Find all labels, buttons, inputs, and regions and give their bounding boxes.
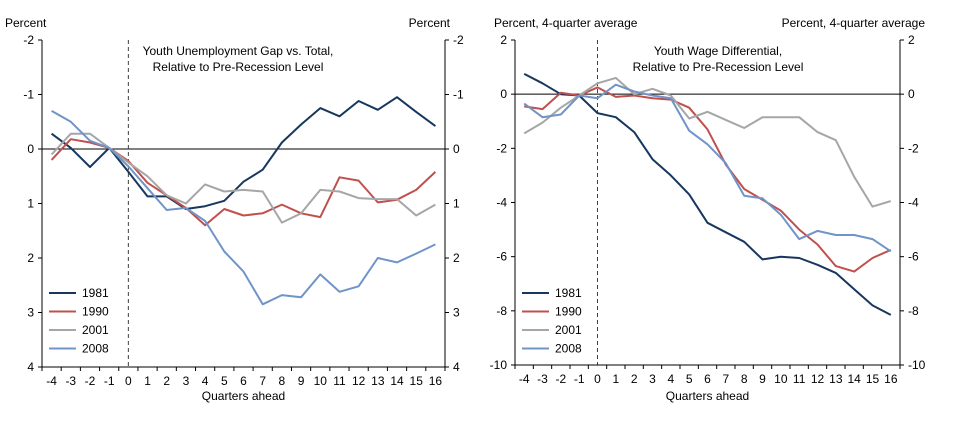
- series-line-2001: [523, 76, 892, 208]
- y-tick-label-right: 0: [908, 87, 915, 101]
- legend-label-1990: 1990: [82, 305, 109, 319]
- y-axis-unit-left: Percent, 4-quarter average: [494, 16, 638, 30]
- x-axis-label: Quarters ahead: [202, 389, 285, 403]
- y-tick-label-right: -10: [908, 358, 926, 372]
- series-line-1990: [524, 86, 892, 273]
- x-tick-label: 1: [144, 374, 151, 388]
- y-axis-unit-right: Percent: [409, 16, 451, 30]
- x-tick-label: -4: [46, 374, 57, 388]
- legend-label-2008: 2008: [82, 342, 109, 356]
- x-tick-label: 12: [352, 374, 366, 388]
- x-tick-label: 5: [221, 374, 228, 388]
- x-tick-label: 15: [410, 374, 424, 388]
- legend: 1981 1990 2001 2008: [49, 286, 109, 356]
- x-tick-label: 9: [298, 374, 305, 388]
- x-tick-label: 12: [811, 372, 825, 386]
- x-tick-label: 11: [793, 372, 806, 386]
- y-tick-label-right: 4: [453, 360, 460, 374]
- x-tick-label: 7: [722, 372, 729, 386]
- series-line-1981: [523, 73, 892, 316]
- legend-label-2001: 2001: [82, 323, 109, 337]
- y-tick-label-left: -10: [490, 358, 508, 372]
- x-tick-label: 15: [866, 372, 880, 386]
- y-tick-label-right: -1: [453, 88, 464, 102]
- chart-title-line: Youth Unemployment Gap vs. Total,: [143, 44, 334, 58]
- chart-right: -10 -10-8 -8-6 -6-4 -4-2 -20 02 2-4 -3 -2 -1 0 1 2 3 4 5…: [490, 16, 926, 403]
- y-tick-label-left: -2: [23, 33, 34, 47]
- legend-label-1981: 1981: [555, 286, 582, 300]
- y-tick-label-right: -2: [453, 33, 464, 47]
- y-tick-label-right: -6: [908, 250, 919, 264]
- y-axis-unit-left: Percent: [5, 16, 47, 30]
- legend: 1981 1990 2001 2008: [522, 286, 582, 356]
- legend-label-2008: 2008: [555, 342, 582, 356]
- x-tick-label: 2: [631, 372, 638, 386]
- chart-title-line: Relative to Pre-Recession Level: [153, 60, 324, 74]
- y-tick-label-left: 4: [27, 360, 34, 374]
- chart-title-line: Relative to Pre-Recession Level: [633, 60, 804, 74]
- x-tick-label: 0: [594, 372, 601, 386]
- x-tick-label: 13: [829, 372, 843, 386]
- y-tick-label-right: -4: [908, 196, 919, 210]
- y-tick-label-left: -2: [496, 141, 507, 155]
- x-tick-label: 2: [163, 374, 170, 388]
- y-tick-label-right: 2: [908, 33, 915, 47]
- x-tick-label: -2: [85, 374, 96, 388]
- y-tick-label-right: 0: [453, 142, 460, 156]
- x-tick-label: 6: [240, 374, 247, 388]
- x-tick-label: 0: [125, 374, 132, 388]
- x-tick-label: 16: [884, 372, 898, 386]
- series-line-2008: [51, 110, 436, 306]
- x-tick-label: -3: [65, 374, 76, 388]
- y-tick-label-left: 1: [27, 197, 34, 211]
- x-tick-label: -4: [519, 372, 530, 386]
- y-tick-label-left: 0: [500, 87, 507, 101]
- x-tick-label: 14: [390, 374, 404, 388]
- y-tick-label-right: 3: [453, 306, 460, 320]
- x-tick-label: -1: [574, 372, 585, 386]
- x-tick-label: 1: [612, 372, 619, 386]
- x-tick-label: 14: [847, 372, 861, 386]
- y-tick-label-left: 2: [500, 33, 507, 47]
- legend-label-1981: 1981: [82, 286, 109, 300]
- x-tick-label: 3: [649, 372, 656, 386]
- x-tick-label: 9: [759, 372, 766, 386]
- x-tick-label: -1: [104, 374, 115, 388]
- x-tick-label: 6: [704, 372, 711, 386]
- y-tick-label-right: -8: [908, 304, 919, 318]
- x-axis-label: Quarters ahead: [666, 389, 749, 403]
- x-tick-label: -3: [537, 372, 548, 386]
- x-tick-label: 16: [429, 374, 443, 388]
- x-tick-label: 10: [774, 372, 788, 386]
- y-axis-unit-right: Percent, 4-quarter average: [782, 16, 926, 30]
- x-tick-label: -2: [555, 372, 566, 386]
- x-tick-label: 4: [202, 374, 209, 388]
- x-tick-label: 8: [741, 372, 748, 386]
- y-tick-label-left: -6: [496, 250, 507, 264]
- y-tick-label-left: 0: [27, 142, 34, 156]
- x-tick-label: 8: [279, 374, 286, 388]
- y-tick-label-left: -8: [496, 304, 507, 318]
- chart-left: -2 -2-1 -10 01 12 23 34 4-4 -3 -2 -1 0 1 2 3 4 5 6 7 8 9 10 11…: [5, 16, 464, 403]
- x-tick-label: 4: [667, 372, 674, 386]
- series-line-2008: [523, 83, 892, 253]
- x-tick-label: 10: [314, 374, 328, 388]
- legend-label-1990: 1990: [555, 305, 582, 319]
- chart-title-line: Youth Wage Differential,: [654, 44, 782, 58]
- y-tick-label-right: 2: [453, 251, 460, 265]
- x-tick-label: 3: [183, 374, 190, 388]
- x-tick-label: 11: [333, 374, 346, 388]
- series-line-1981: [51, 96, 436, 210]
- x-tick-label: 5: [686, 372, 693, 386]
- y-tick-label-left: 2: [27, 251, 34, 265]
- y-tick-label-right: 1: [453, 197, 460, 211]
- y-tick-label-left: -4: [496, 196, 507, 210]
- y-tick-label-left: 3: [27, 306, 34, 320]
- x-tick-label: 13: [371, 374, 385, 388]
- legend-label-2001: 2001: [555, 323, 582, 337]
- x-tick-label: 7: [259, 374, 266, 388]
- y-tick-label-right: -2: [908, 141, 919, 155]
- y-tick-label-left: -1: [23, 88, 34, 102]
